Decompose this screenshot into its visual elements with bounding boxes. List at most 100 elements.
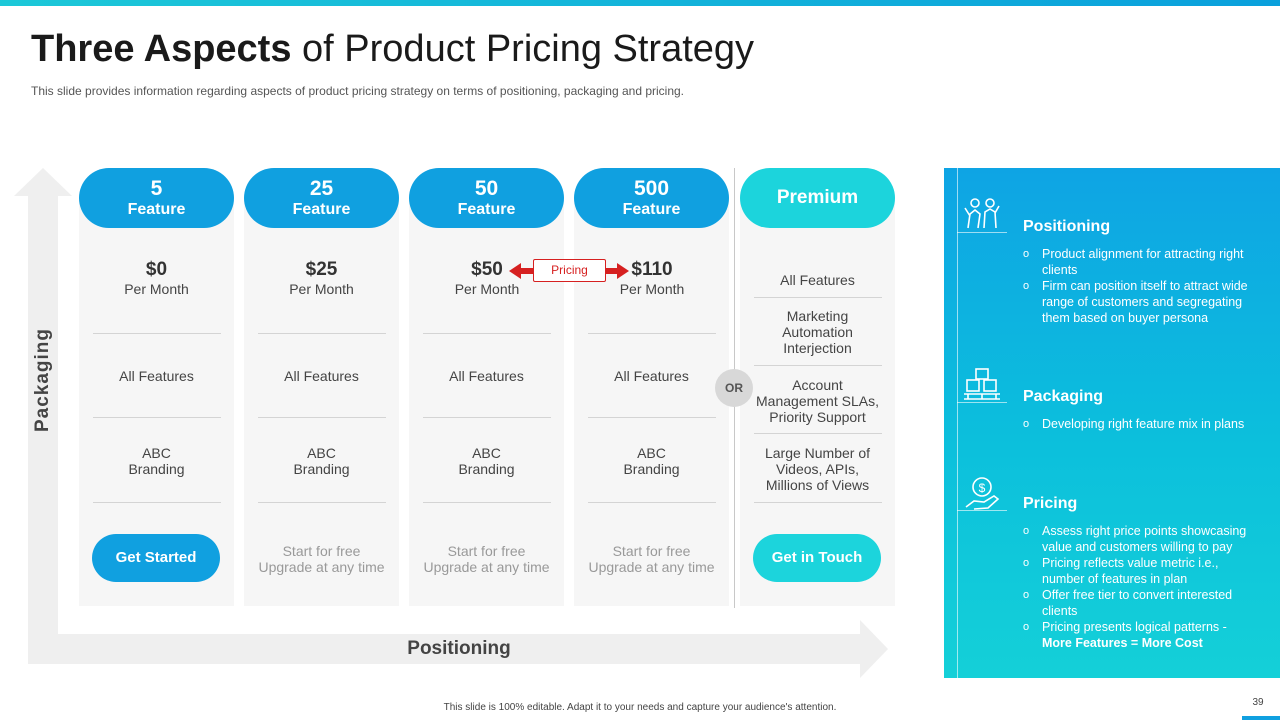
branding-line: ABC (637, 445, 666, 461)
cta-line: Upgrade at any time (588, 559, 715, 575)
plan-price-block: $50 Per Month (447, 259, 527, 297)
start-free-text: Start for free Upgrade at any time (574, 543, 729, 575)
footer-note: This slide is 100% editable. Adapt it to… (443, 702, 837, 713)
cta-line: Start for free (282, 543, 361, 559)
plan-features: All Features (119, 368, 194, 384)
pricing-tag: Pricing (533, 259, 606, 282)
plan-branding: ABC Branding (244, 445, 399, 477)
positioning-point: Firm can position itself to attract wide… (1023, 278, 1263, 326)
row-divider (588, 333, 716, 334)
premium-line: Videos, APIs, (775, 461, 859, 477)
premium-item: Large Number of Videos, APIs, Millions of … (740, 445, 895, 493)
people-icon (964, 198, 1000, 229)
cta-line: Start for free (612, 543, 691, 559)
get-started-button[interactable]: Get Started (92, 534, 220, 582)
packaging-title: Packaging (1023, 388, 1104, 405)
premium-item: All Features (780, 272, 855, 288)
plan-price: $25 (305, 259, 338, 280)
slide-subtitle: This slide provides information regardin… (31, 84, 685, 98)
panel-divider (957, 402, 1007, 403)
row-divider (588, 417, 716, 418)
panel-divider (957, 510, 1007, 511)
premium-line: Account (792, 377, 843, 393)
branding-line: ABC (142, 445, 171, 461)
packaging-point: Developing right feature mix in plans (1023, 416, 1263, 432)
or-badge: OR (715, 369, 753, 407)
start-free-text: Start for free Upgrade at any time (409, 543, 564, 575)
panel-vertical-line (957, 168, 958, 678)
plan-branding: ABC Branding (574, 445, 729, 477)
plan-features: All Features (449, 368, 524, 384)
plan-count: 500 (633, 177, 670, 200)
title-bold: Three Aspects (31, 28, 292, 70)
pricing-point-text: Pricing presents logical patterns - (1042, 620, 1227, 634)
get-in-touch-button[interactable]: Get in Touch (753, 534, 881, 582)
page-number-bar (1242, 716, 1280, 720)
pricing-point: Pricing presents logical patterns - More … (1023, 619, 1263, 651)
branding-line: Branding (623, 461, 680, 477)
plan-features: All Features (284, 368, 359, 384)
positioning-axis-arrowhead (860, 620, 888, 678)
plan-branding: ABC Branding (409, 445, 564, 477)
premium-item: Marketing Automation Interjection (740, 308, 895, 356)
plan-header-premium: Premium (740, 168, 895, 228)
packaging-axis-label: Packaging (32, 327, 53, 433)
plan-period: Per Month (454, 281, 520, 297)
plan-branding: ABC Branding (79, 445, 234, 477)
top-accent-bar (0, 0, 1280, 6)
plan-price-block: $0 Per Month (79, 259, 234, 297)
plan-header-50: 50 Feature (409, 168, 564, 228)
positioning-point: Product alignment for attracting right c… (1023, 246, 1263, 278)
branding-line: Branding (293, 461, 350, 477)
premium-line: Marketing (786, 308, 849, 324)
row-divider (423, 333, 551, 334)
cta-line: Upgrade at any time (258, 559, 385, 575)
plan-header-500: 500 Feature (574, 168, 729, 228)
cta-line: Upgrade at any time (423, 559, 550, 575)
row-divider (93, 502, 221, 503)
plan-header-5: 5 Feature (79, 168, 234, 228)
branding-line: Branding (128, 461, 185, 477)
row-divider (754, 297, 882, 298)
branding-line: ABC (472, 445, 501, 461)
plan-price-block: $25 Per Month (244, 259, 399, 297)
branding-line: Branding (458, 461, 515, 477)
row-divider (754, 365, 882, 366)
panel-divider (957, 232, 1007, 233)
cta-line: Start for free (447, 543, 526, 559)
premium-line: Large Number of (764, 445, 871, 461)
plan-price: $50 (471, 259, 503, 280)
pricing-title: Pricing (1023, 495, 1078, 512)
row-divider (258, 333, 386, 334)
row-divider (93, 333, 221, 334)
pricing-point: Offer free tier to convert interested cl… (1023, 587, 1263, 619)
row-divider (754, 433, 882, 434)
premium-line: Millions of Views (765, 477, 870, 493)
plan-price-block: $110 Per Month (612, 259, 692, 297)
plan-price: $0 (145, 259, 168, 280)
plan-period: Per Month (124, 281, 189, 297)
premium-line: Interjection (783, 340, 852, 356)
pricing-point: Assess right price points showcasing val… (1023, 523, 1263, 555)
packaging-axis-arrowhead (14, 168, 72, 196)
packaging-list: Developing right feature mix in plans (1023, 416, 1263, 432)
page-number: 39 (1252, 697, 1264, 708)
plan-period: Per Month (619, 281, 685, 297)
pricing-point: Pricing reflects value metric i.e., numb… (1023, 555, 1263, 587)
plan-price: $110 (631, 259, 673, 280)
plan-unit: Feature (457, 201, 516, 218)
boxes-icon (964, 368, 1000, 400)
svg-text:$: $ (979, 481, 986, 495)
row-divider (93, 417, 221, 418)
row-divider (258, 502, 386, 503)
plan-unit: Feature (292, 201, 351, 218)
positioning-axis-label: Positioning (407, 638, 511, 659)
row-divider (754, 502, 882, 503)
start-free-text: Start for free Upgrade at any time (244, 543, 399, 575)
pricing-double-arrow (509, 263, 629, 279)
positioning-list: Product alignment for attracting right c… (1023, 246, 1263, 326)
plan-features: All Features (614, 368, 689, 384)
plan-period: Per Month (289, 281, 354, 297)
premium-line: Automation (782, 324, 853, 340)
money-hand-icon: $ (965, 477, 1000, 510)
